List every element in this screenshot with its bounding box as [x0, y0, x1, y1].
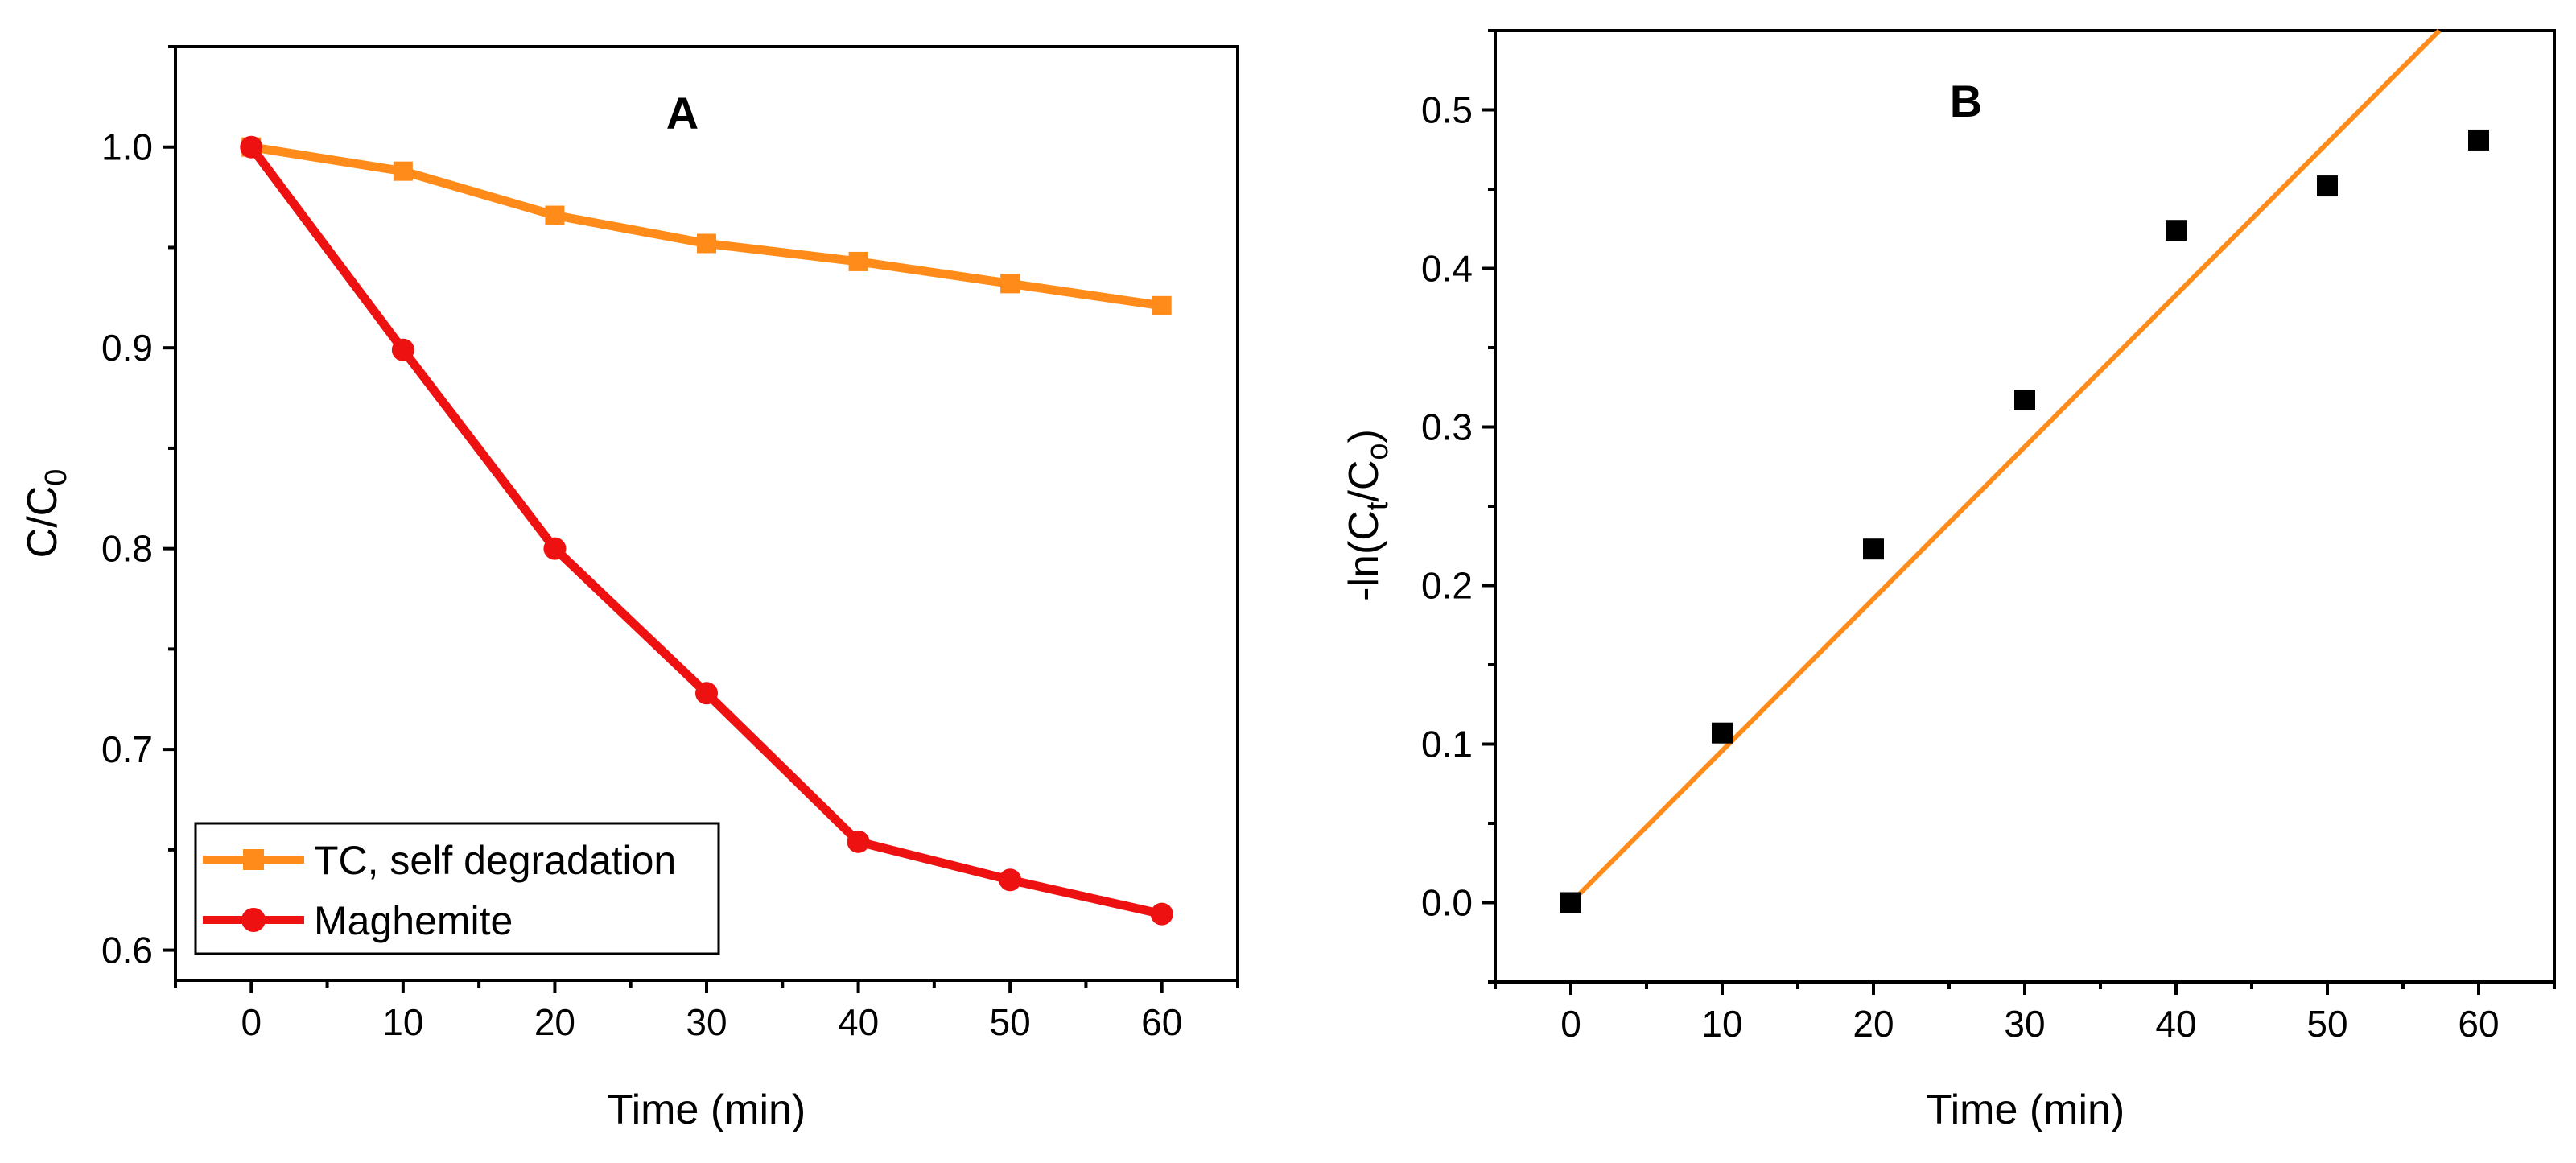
- data-point: [2317, 175, 2338, 197]
- panel-b-label: B: [1950, 76, 1982, 126]
- data-point: [2166, 220, 2187, 241]
- data-point-tc-self-degradation: [545, 205, 565, 225]
- data-point: [2014, 390, 2035, 411]
- series-line-maghemite: [247, 144, 1163, 919]
- data-point: [1863, 538, 1884, 560]
- panel-a-y-tick-label: 0.7: [101, 728, 153, 770]
- panel-a-legend-box: [194, 822, 720, 955]
- legend-entry-maghemite: Maghemite: [203, 898, 513, 943]
- panel-b-x-tick-label: 50: [2306, 1003, 2347, 1045]
- panel-b-chart: 0 10 20 30 40 50 60 0.0 0.1 0.2 0.3 0.4 0.5 B Time (…: [1341, 28, 2556, 1133]
- panel-a-y-tick-label: 0.6: [101, 930, 153, 971]
- data-point: [1712, 722, 1733, 744]
- panel-a-x-tick-label: 40: [838, 1001, 879, 1043]
- panel-a-label: A: [666, 88, 699, 138]
- data-point-tc-self-degradation: [1000, 274, 1020, 294]
- panel-b-y-tick-label: 0.3: [1421, 406, 1473, 448]
- panel-b-y-axis-title: -ln(Ct/Co): [1341, 429, 1395, 601]
- panel-a-y-axis-title: C/C0: [19, 469, 73, 559]
- panel-b-x-tick-label: 0: [1560, 1003, 1581, 1045]
- panel-b-y-tick-label: 0.1: [1421, 724, 1473, 765]
- data-point-maghemite: [391, 338, 414, 361]
- panel-a-x-tick-label: 0: [241, 1001, 262, 1043]
- panel-a-x-axis-title: Time (min): [608, 1087, 806, 1133]
- legend-label-maghemite: Maghemite: [314, 898, 513, 943]
- panel-b-y-axis-subscript-o: o: [1361, 443, 1395, 460]
- series-line-tc-self-degradation: [250, 142, 1163, 311]
- data-point-tc-self-degradation: [697, 233, 716, 254]
- panel-b-x-tick-label: 40: [2155, 1003, 2196, 1045]
- panel-a-y-tick-label: 0.8: [101, 528, 153, 570]
- data-point: [1560, 892, 1581, 913]
- panel-b-x-tick-label: 20: [1853, 1003, 1894, 1045]
- panel-b-x-tick-label: 60: [2458, 1003, 2499, 1045]
- panel-a-ticks: [163, 45, 1239, 993]
- panel-a-x-tick-label: 60: [1141, 1001, 1182, 1043]
- panel-b-y-tick-label: 0.5: [1421, 89, 1473, 131]
- panel-b-y-axis-subscript-t: t: [1361, 501, 1395, 510]
- panel-b-ticks: [1482, 29, 2556, 995]
- panel-b-x-tick-label: 30: [2004, 1003, 2045, 1045]
- data-point-tc-self-degradation: [1152, 295, 1172, 315]
- panel-b-plot-frame: [1494, 29, 2556, 984]
- panel-b-y-tick-label: 0.0: [1421, 882, 1473, 924]
- panel-b-y-tick-label: 0.2: [1421, 565, 1473, 607]
- panel-a-x-tick-label: 30: [686, 1001, 727, 1043]
- panel-b-series: [1560, 28, 2489, 913]
- panel-a-x-tick-label: 50: [990, 1001, 1031, 1043]
- data-point-tc-self-degradation: [393, 161, 413, 181]
- data-point-maghemite: [695, 682, 718, 705]
- panel-a-legend: TC, self degradation Maghemite: [194, 822, 720, 955]
- legend-label-tc-self-degradation: TC, self degradation: [314, 838, 676, 883]
- legend-marker-tc-self-degradation: [243, 849, 264, 870]
- legend-marker-maghemite: [241, 908, 266, 932]
- panel-a-y-axis-subscript: 0: [39, 469, 73, 486]
- panel-a-series: [240, 135, 1173, 926]
- legend-entry-tc-self-degradation: TC, self degradation: [203, 838, 676, 883]
- data-point-maghemite: [1150, 902, 1173, 926]
- panel-b-y-tick-label: 0.4: [1421, 248, 1473, 290]
- panel-a-y-tick-label: 0.9: [101, 327, 153, 369]
- panel-b-x-axis-title: Time (min): [1927, 1087, 2125, 1133]
- panel-b-tick-labels: 0 10 20 30 40 50 60 0.0 0.1 0.2 0.3 0.4 0.5: [1421, 89, 2500, 1045]
- data-point-maghemite: [847, 830, 870, 853]
- panel-a-x-tick-label: 10: [382, 1001, 423, 1043]
- fit-line: [1568, 28, 2442, 905]
- data-point: [2468, 129, 2489, 151]
- data-point-tc-self-degradation: [848, 251, 868, 271]
- panel-a-chart: 0 10 20 30 40 50 60 0.6 0.7 0.8 0.9 1.0 A Time (min…: [19, 45, 1239, 1133]
- data-point-maghemite: [543, 537, 567, 560]
- panel-a-y-tick-label: 1.0: [101, 126, 153, 168]
- panel-b-x-tick-label: 10: [1701, 1003, 1742, 1045]
- panel-a-x-tick-label: 20: [534, 1001, 575, 1043]
- data-point-maghemite: [999, 868, 1022, 892]
- data-point-maghemite: [240, 135, 263, 159]
- panel-a-tick-labels: 0 10 20 30 40 50 60 0.6 0.7 0.8 0.9 1.0: [101, 126, 1182, 1043]
